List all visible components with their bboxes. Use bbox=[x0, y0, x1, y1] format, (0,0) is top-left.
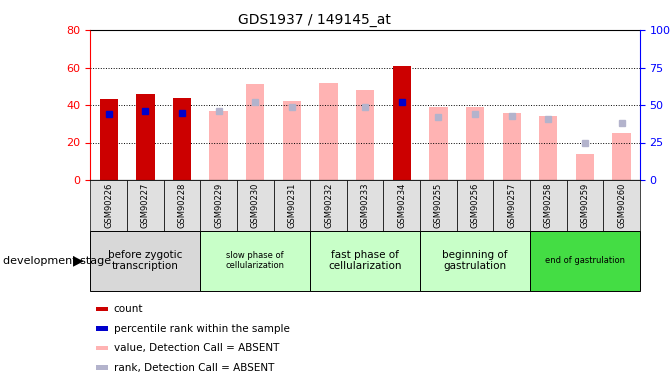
Bar bbox=[96, 326, 108, 331]
Bar bbox=[173, 98, 191, 180]
Bar bbox=[90, 231, 200, 291]
Bar bbox=[466, 107, 484, 180]
Text: GSM90257: GSM90257 bbox=[507, 183, 516, 228]
Bar bbox=[210, 111, 228, 180]
Bar bbox=[310, 180, 347, 231]
Bar bbox=[100, 99, 118, 180]
Bar bbox=[576, 154, 594, 180]
Bar bbox=[493, 180, 530, 231]
Text: GSM90227: GSM90227 bbox=[141, 183, 150, 228]
Bar bbox=[612, 133, 630, 180]
Text: GSM90231: GSM90231 bbox=[287, 183, 296, 228]
Bar bbox=[283, 101, 301, 180]
Text: before zygotic
transcription: before zygotic transcription bbox=[108, 250, 183, 272]
Bar bbox=[429, 107, 448, 180]
Bar bbox=[420, 231, 530, 291]
Bar bbox=[347, 180, 383, 231]
Text: value, Detection Call = ABSENT: value, Detection Call = ABSENT bbox=[113, 343, 279, 353]
Bar bbox=[530, 231, 640, 291]
Bar bbox=[356, 90, 375, 180]
Bar bbox=[393, 66, 411, 180]
Bar bbox=[567, 180, 603, 231]
Bar bbox=[246, 84, 265, 180]
Bar bbox=[90, 180, 127, 231]
Text: GDS1937 / 149145_at: GDS1937 / 149145_at bbox=[239, 13, 391, 27]
Bar bbox=[320, 82, 338, 180]
Bar bbox=[96, 307, 108, 311]
Bar bbox=[163, 180, 200, 231]
Bar bbox=[310, 231, 420, 291]
Bar bbox=[200, 231, 310, 291]
Bar bbox=[603, 180, 640, 231]
Bar bbox=[96, 346, 108, 350]
Text: GSM90230: GSM90230 bbox=[251, 183, 260, 228]
Text: GSM90255: GSM90255 bbox=[434, 183, 443, 228]
Bar bbox=[273, 180, 310, 231]
Text: GSM90233: GSM90233 bbox=[360, 183, 370, 228]
Text: GSM90234: GSM90234 bbox=[397, 183, 406, 228]
Bar bbox=[457, 180, 493, 231]
Bar bbox=[420, 180, 457, 231]
Text: GSM90258: GSM90258 bbox=[544, 183, 553, 228]
Bar bbox=[530, 180, 567, 231]
Text: GSM90232: GSM90232 bbox=[324, 183, 333, 228]
Bar bbox=[502, 112, 521, 180]
Text: GSM90226: GSM90226 bbox=[105, 183, 113, 228]
Bar bbox=[96, 365, 108, 370]
Text: GSM90259: GSM90259 bbox=[580, 183, 590, 228]
Text: fast phase of
cellularization: fast phase of cellularization bbox=[328, 250, 402, 272]
Text: beginning of
gastrulation: beginning of gastrulation bbox=[442, 250, 508, 272]
Text: count: count bbox=[113, 304, 143, 314]
Text: slow phase of
cellularization: slow phase of cellularization bbox=[226, 251, 285, 270]
Text: GSM90256: GSM90256 bbox=[470, 183, 480, 228]
Bar bbox=[237, 180, 273, 231]
Bar bbox=[383, 180, 420, 231]
Text: end of gastrulation: end of gastrulation bbox=[545, 256, 625, 265]
Text: GSM90229: GSM90229 bbox=[214, 183, 223, 228]
Bar bbox=[539, 116, 557, 180]
Text: ▶: ▶ bbox=[73, 254, 84, 268]
Text: GSM90228: GSM90228 bbox=[178, 183, 186, 228]
Bar bbox=[136, 94, 155, 180]
Bar bbox=[200, 180, 237, 231]
Text: GSM90260: GSM90260 bbox=[617, 183, 626, 228]
Text: development stage: development stage bbox=[3, 256, 111, 266]
Text: rank, Detection Call = ABSENT: rank, Detection Call = ABSENT bbox=[113, 363, 274, 372]
Bar bbox=[127, 180, 163, 231]
Text: percentile rank within the sample: percentile rank within the sample bbox=[113, 324, 289, 333]
